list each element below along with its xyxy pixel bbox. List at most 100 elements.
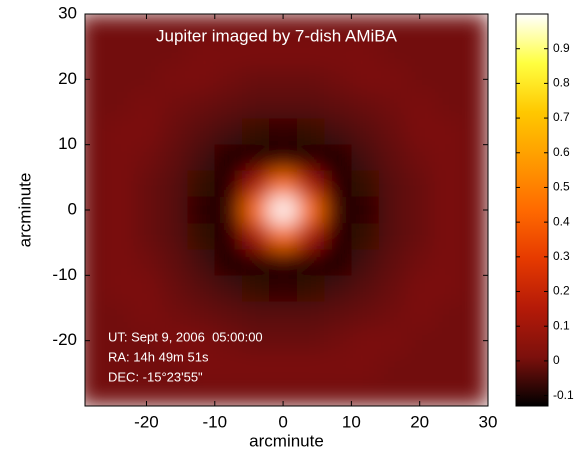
heatmap-cell (324, 275, 352, 302)
heatmap-cell (215, 92, 243, 119)
heatmap-cell (78, 66, 106, 93)
heatmap-cell (133, 92, 161, 119)
heatmap-cell (215, 171, 243, 198)
heatmap-cell (215, 66, 243, 93)
colorbar-tick-label: -0.1 (553, 388, 574, 402)
heatmap-cell (461, 145, 489, 172)
x-axis-label: arcminute (249, 431, 324, 450)
heatmap-cell (461, 119, 489, 146)
heatmap-cell (269, 66, 297, 93)
heatmap-cell (324, 66, 352, 93)
heatmap-cell (461, 171, 489, 198)
heatmap-cell (78, 171, 106, 198)
heatmap-cell (160, 301, 188, 328)
heatmap-cell (297, 249, 325, 276)
y-tick-label: -10 (52, 265, 77, 284)
heatmap-cell (324, 301, 352, 328)
heatmap-cell (433, 171, 461, 198)
heatmap-cell (379, 223, 407, 250)
heatmap-cell (379, 249, 407, 276)
heatmap-cell (215, 275, 243, 302)
heatmap-cell (324, 145, 352, 172)
heatmap-cell (297, 145, 325, 172)
heatmap-cell (105, 301, 133, 328)
heatmap-cell (351, 197, 379, 224)
heatmap-cell (406, 197, 434, 224)
heatmap-cell (187, 66, 215, 93)
heatmap-cell (406, 275, 434, 302)
heatmap-cell (406, 40, 434, 67)
chart: -20-100102030-20-100102030arcminutearcmi… (0, 0, 584, 457)
heatmap-cell (461, 92, 489, 119)
heatmap-cell (379, 275, 407, 302)
heatmap-cell (461, 301, 489, 328)
heatmap-cell (105, 249, 133, 276)
heatmap-cell (324, 380, 352, 407)
heatmap-cell (133, 171, 161, 198)
heatmap-cell (187, 145, 215, 172)
heatmap-cell (297, 328, 325, 355)
heatmap-cell (433, 119, 461, 146)
heatmap-cell (297, 197, 325, 224)
heatmap-cell (297, 92, 325, 119)
colorbar-tick-label: 0.3 (553, 249, 570, 263)
heatmap-cell (215, 354, 243, 381)
heatmap-cell (324, 119, 352, 146)
heatmap-cell (242, 223, 270, 250)
heatmap-cell (461, 40, 489, 67)
heatmap-cell (433, 380, 461, 407)
heatmap-cell (297, 354, 325, 381)
heatmap-cell (351, 145, 379, 172)
colorbar-tick-label: 0.5 (553, 180, 570, 194)
heatmap-cell (461, 354, 489, 381)
heatmap-cell (133, 275, 161, 302)
heatmap-cell (324, 223, 352, 250)
heatmap-cell (133, 301, 161, 328)
y-tick-label: 10 (58, 134, 77, 153)
heatmap-cell (187, 223, 215, 250)
heatmap-cell (379, 171, 407, 198)
heatmap-cell (461, 14, 489, 41)
heatmap-cell (78, 145, 106, 172)
annotation: RA: 14h 49m 51s (108, 349, 209, 364)
heatmap-cell (269, 249, 297, 276)
heatmap-cell (187, 249, 215, 276)
heatmap-cell (351, 354, 379, 381)
heatmap-cell (269, 328, 297, 355)
colorbar (516, 14, 548, 406)
colorbar-tick-label: 0.4 (553, 214, 570, 228)
y-axis-label: arcminute (15, 173, 34, 248)
heatmap-cell (242, 354, 270, 381)
heatmap-cell (379, 328, 407, 355)
heatmap-cell (78, 328, 106, 355)
heatmap-cell (78, 92, 106, 119)
heatmap-cell (242, 249, 270, 276)
heatmap-cell (133, 223, 161, 250)
heatmap-cell (187, 171, 215, 198)
heatmap-cell (242, 171, 270, 198)
heatmap-cell (324, 92, 352, 119)
heatmap-cell (160, 145, 188, 172)
heatmap-cell (433, 66, 461, 93)
heatmap-cell (324, 171, 352, 198)
heatmap-cell (78, 301, 106, 328)
heatmap-cell (105, 197, 133, 224)
heatmap-cell (406, 92, 434, 119)
heatmap-cell (379, 145, 407, 172)
heatmap-cell (351, 66, 379, 93)
heatmap-cell (187, 119, 215, 146)
y-tick-label: 30 (58, 3, 77, 22)
heatmap-cell (242, 66, 270, 93)
heatmap-cell (297, 223, 325, 250)
heatmap-cell (215, 249, 243, 276)
colorbar-tick-label: 0 (553, 353, 560, 367)
heatmap-cell (351, 223, 379, 250)
heatmap-cell (324, 197, 352, 224)
heatmap-cell (105, 92, 133, 119)
heatmap-cell (351, 275, 379, 302)
heatmap-cell (297, 275, 325, 302)
annotation: DEC: -15°23'55" (108, 369, 203, 384)
heatmap-cell (78, 14, 106, 41)
heatmap-cell (242, 197, 270, 224)
heatmap-cell (351, 92, 379, 119)
